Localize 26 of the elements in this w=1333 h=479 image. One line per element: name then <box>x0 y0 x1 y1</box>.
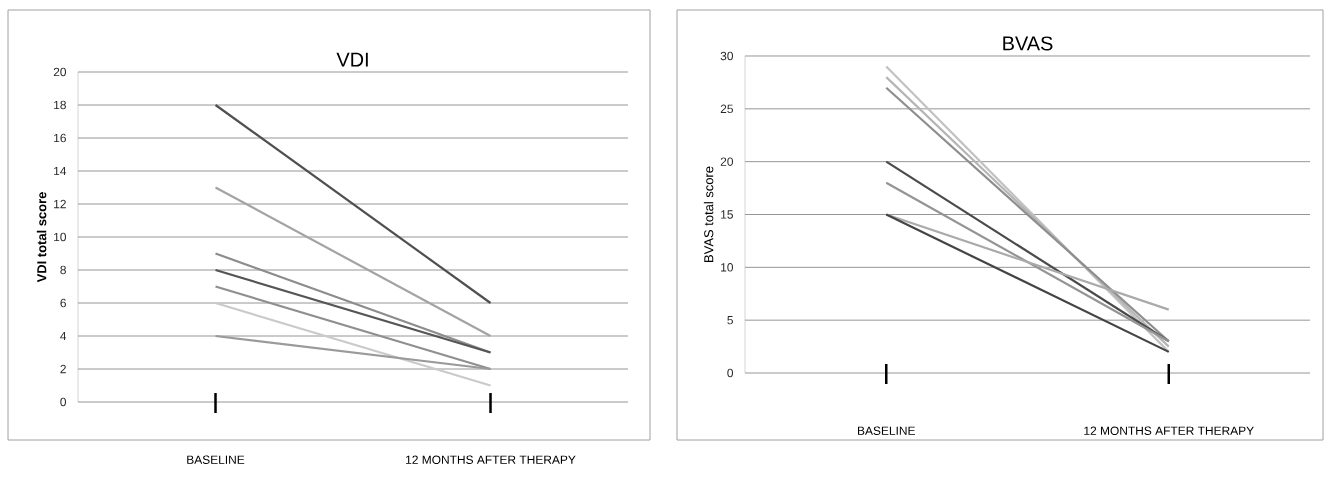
y-tick-label: 4 <box>60 331 67 341</box>
chart-title: VDI <box>336 52 368 67</box>
y-tick-label: 16 <box>54 133 66 143</box>
y-tick-label: 10 <box>721 263 734 272</box>
y-tick-label: 0 <box>727 368 734 378</box>
x-tick-label: 12 MONTHS AFTER THERAPY <box>406 455 576 464</box>
x-tick-label: BASELINE <box>187 455 245 464</box>
y-axis-title: BVAS total score <box>703 166 714 262</box>
y-tick-label: 0 <box>60 397 67 407</box>
y-tick-label: 25 <box>720 104 733 114</box>
y-tick-label: 6 <box>60 298 66 308</box>
y-tick-label: 2 <box>60 364 66 374</box>
y-tick-label: 10 <box>54 232 67 242</box>
y-tick-label: 15 <box>721 210 733 219</box>
y-tick-label: 20 <box>720 157 734 166</box>
y-tick-label: 18 <box>54 100 66 110</box>
y-axis-title: VDI total score <box>36 192 47 283</box>
chart-title: BVAS <box>1003 36 1053 51</box>
y-tick-label: 14 <box>54 166 67 176</box>
y-tick-label: 20 <box>53 67 67 77</box>
y-tick-label: 12 <box>54 199 66 209</box>
y-tick-label: 8 <box>60 265 66 275</box>
y-tick-label: 5 <box>727 316 733 325</box>
y-tick-label: 30 <box>720 51 734 61</box>
x-tick-label: 12 MONTHS AFTER THERAPY <box>1084 426 1254 435</box>
x-tick-label: BASELINE <box>858 426 915 435</box>
